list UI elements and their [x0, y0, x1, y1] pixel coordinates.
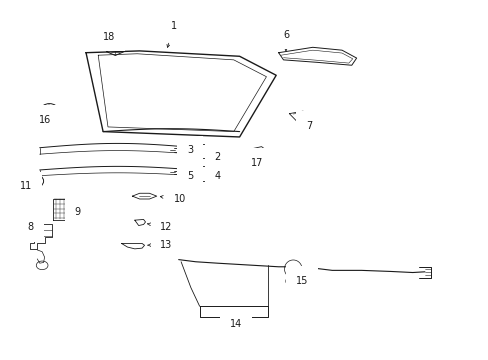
Text: 2: 2 [211, 152, 221, 162]
Text: 8: 8 [28, 222, 39, 232]
Text: 12: 12 [147, 222, 172, 231]
Text: 18: 18 [102, 32, 115, 44]
Text: 17: 17 [250, 158, 263, 168]
Text: 5: 5 [183, 171, 193, 181]
Text: 3: 3 [183, 145, 193, 155]
Text: 1: 1 [166, 21, 177, 48]
Text: 9: 9 [72, 207, 81, 217]
Text: 14: 14 [229, 317, 242, 329]
Text: 15: 15 [295, 276, 307, 286]
Text: 7: 7 [305, 121, 311, 131]
Text: 13: 13 [147, 239, 172, 249]
Text: 4: 4 [211, 171, 220, 181]
Text: 16: 16 [39, 115, 51, 125]
Text: 10: 10 [160, 194, 186, 204]
Text: 6: 6 [282, 30, 288, 51]
Text: 11: 11 [20, 181, 32, 192]
